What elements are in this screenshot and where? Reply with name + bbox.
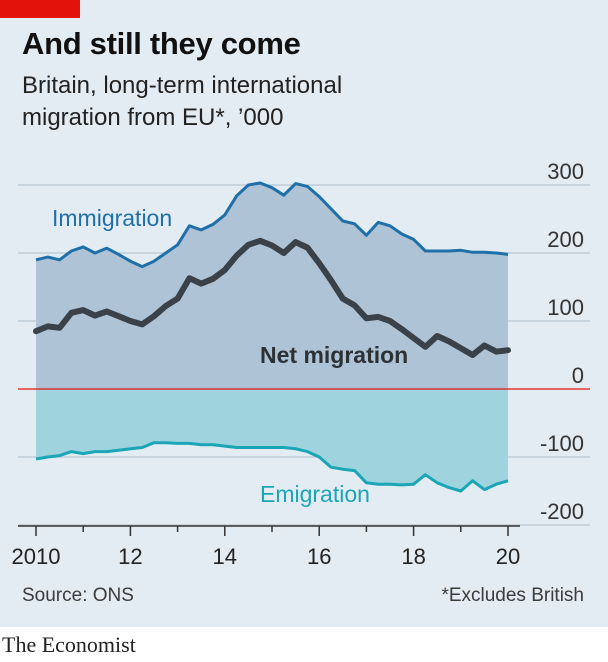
net-migration-line [33, 237, 511, 358]
chart-subtitle: Britain, long-term international migrati… [22, 72, 343, 131]
y-tick-label: 200 [547, 227, 584, 252]
emigration-line [35, 441, 509, 493]
emigration-area [36, 389, 508, 491]
x-axis: 2010 12 14 16 18 20 [12, 525, 520, 569]
x-tick-label: 16 [307, 544, 331, 569]
immigration-area [36, 183, 508, 389]
source-note: Source: ONS [22, 585, 134, 606]
x-tick-label: 18 [401, 544, 425, 569]
line-chart: 300 200 100 0 -100 -200 2010 12 14 16 18 20 Immigr… [12, 159, 590, 569]
x-tick-label: 20 [496, 544, 520, 569]
x-tick-label: 2010 [12, 544, 61, 569]
y-tick-label: 300 [547, 159, 584, 184]
emigration-label: Emigration [260, 481, 370, 507]
net-migration-label: Net migration [260, 342, 408, 368]
y-tick-label: -100 [540, 431, 584, 456]
y-tick-label: 0 [572, 363, 584, 388]
series-lines [33, 181, 511, 493]
fill-areas [36, 183, 508, 491]
y-axis-labels: 300 200 100 0 -100 -200 [540, 159, 584, 524]
immigration-label: Immigration [52, 205, 172, 231]
x-tick-label: 12 [118, 544, 142, 569]
series-labels: Immigration Net migration Emigration [52, 205, 408, 507]
footnote: *Excludes British [441, 585, 584, 606]
brand-logo: The Economist [2, 632, 136, 657]
immigration-line [35, 181, 509, 269]
y-tick-label: -200 [540, 499, 584, 524]
x-tick-label: 14 [213, 544, 237, 569]
brand-red-tag [0, 0, 80, 18]
chart-title: And still they come [22, 26, 301, 61]
y-tick-label: 100 [547, 295, 584, 320]
